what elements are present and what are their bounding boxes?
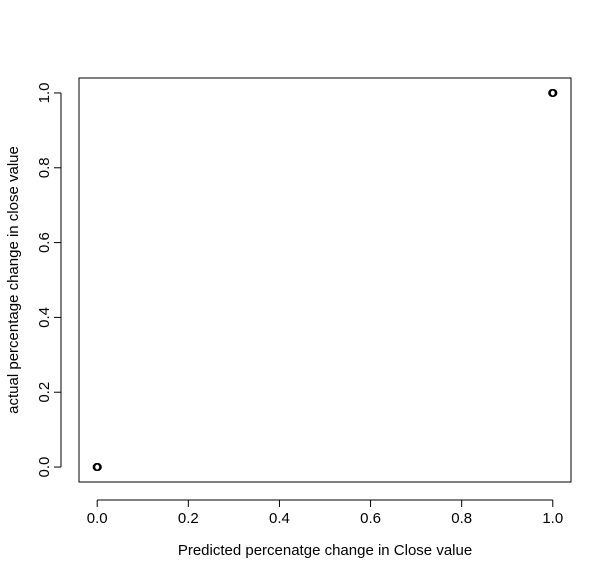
x-tick-label: 0.4 — [269, 510, 290, 527]
x-tick-label: 0.6 — [360, 510, 381, 527]
y-tick-label: 0.2 — [36, 382, 53, 403]
plot-frame — [78, 77, 572, 483]
data-point — [93, 463, 102, 472]
x-tick-label: 0.2 — [178, 510, 199, 527]
x-axis: 0.0 0.2 0.4 0.6 0.8 1.0 — [87, 499, 563, 527]
data-points — [92, 88, 558, 472]
x-tick-label: 0.0 — [87, 510, 108, 527]
x-tick-label: 1.0 — [542, 510, 563, 527]
x-axis-title: Predicted percenatge change in Close val… — [178, 542, 472, 559]
y-tick-label: 0.8 — [36, 157, 53, 178]
y-axis: 0.0 0.2 0.4 0.6 0.8 1.0 — [36, 83, 62, 478]
y-tick-label: 1.0 — [36, 83, 53, 104]
y-tick-label: 0.4 — [36, 307, 53, 328]
y-tick-label: 0.0 — [36, 457, 53, 478]
y-tick-label: 0.6 — [36, 232, 53, 253]
data-point — [549, 88, 558, 97]
y-axis-title: actual percentage change in close value — [5, 146, 22, 414]
x-tick-label: 0.8 — [451, 510, 472, 527]
